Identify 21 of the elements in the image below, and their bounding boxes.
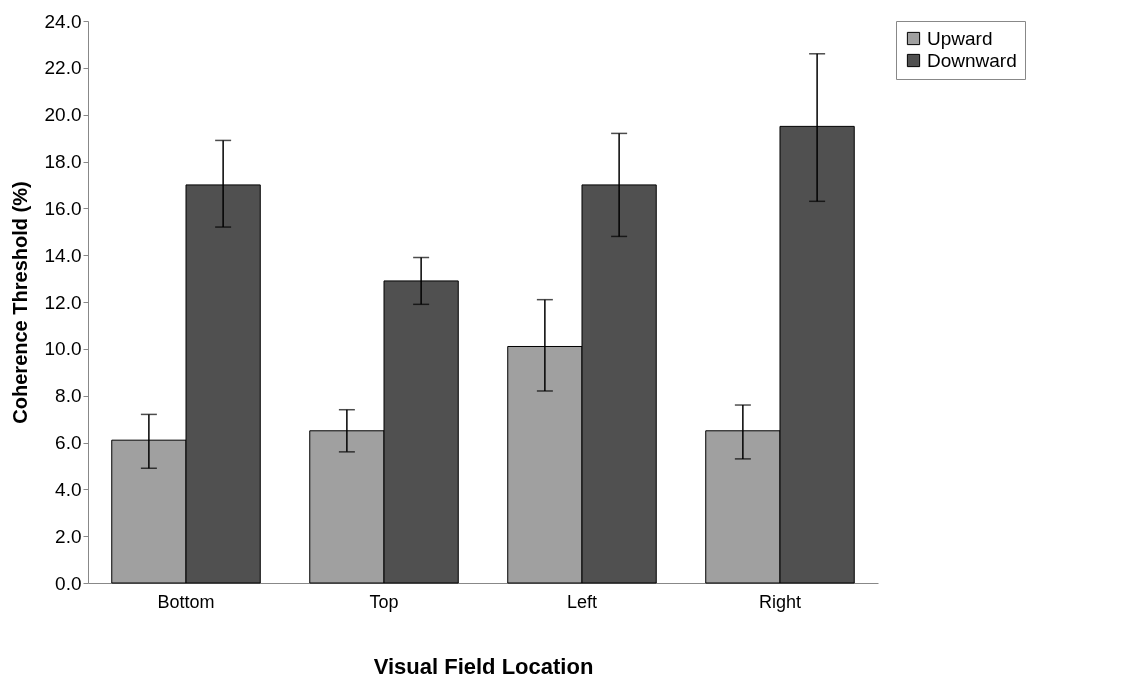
x-tick-label: Top — [369, 591, 399, 612]
y-tick-label: 24.0 — [44, 10, 82, 32]
y-tick-label: 12.0 — [44, 291, 82, 313]
y-tick-label: 20.0 — [44, 104, 82, 126]
y-tick-label: 14.0 — [44, 244, 82, 266]
x-axis-title: Visual Field Location — [373, 653, 594, 679]
y-tick-label: 2.0 — [55, 525, 82, 547]
y-tick-label: 0.0 — [55, 572, 82, 594]
y-tick-label: 6.0 — [55, 432, 82, 453]
y-tick-label: 18.0 — [44, 151, 82, 172]
y-tick-label: 8.0 — [55, 385, 82, 407]
y-tick-label: 4.0 — [55, 478, 82, 500]
y-tick-label: 16.0 — [44, 197, 82, 219]
y-axis-title: Coherence Threshold (%) — [8, 181, 31, 424]
x-tick-label: Bottom — [157, 591, 215, 612]
x-tick-label: Right — [758, 591, 802, 612]
x-tick-label: Left — [566, 591, 598, 612]
legend-label: Upward — [927, 27, 993, 49]
y-tick-label: 10.0 — [44, 338, 82, 360]
y-tick-label: 22.0 — [44, 57, 82, 79]
legend-label: Downward — [927, 49, 1017, 71]
